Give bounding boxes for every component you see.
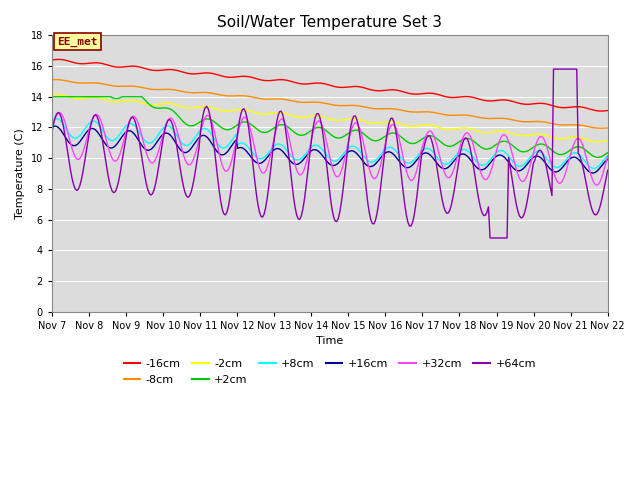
-2cm [52,91,60,97]
+64cm [214,175,221,180]
+32cm [234,131,241,137]
Line: +16cm: +16cm [52,126,608,173]
+32cm [243,117,251,122]
Line: +32cm: +32cm [52,112,608,185]
+16cm [234,145,241,151]
+64cm [291,204,299,210]
+2cm [291,130,299,136]
+64cm [116,171,124,177]
+2cm [242,119,250,125]
+64cm [486,235,494,241]
-2cm [118,98,125,104]
-16cm [243,73,251,79]
+2cm [604,150,612,156]
-2cm [604,138,612,144]
Line: +64cm: +64cm [52,69,608,238]
+8cm [292,157,300,163]
+2cm [48,94,56,100]
+64cm [242,109,250,115]
+32cm [48,125,56,131]
-16cm [48,57,56,63]
-2cm [215,107,223,113]
Line: +8cm: +8cm [52,119,608,168]
+2cm [595,155,602,160]
Line: +2cm: +2cm [52,97,608,157]
-2cm [575,134,582,140]
-2cm [234,107,241,113]
+32cm [575,135,582,141]
-16cm [604,108,612,113]
+16cm [51,123,59,129]
+16cm [588,170,596,176]
-8cm [292,99,300,105]
-16cm [234,74,241,80]
+8cm [243,143,251,149]
+64cm [576,153,584,159]
+64cm [232,142,240,148]
+8cm [118,129,125,134]
+32cm [215,151,223,156]
Text: EE_met: EE_met [58,36,98,47]
+8cm [48,118,56,124]
+32cm [56,109,63,115]
+16cm [604,156,612,162]
+32cm [604,153,612,159]
+32cm [292,167,300,172]
-16cm [292,80,300,86]
+8cm [575,151,582,156]
+2cm [573,144,580,150]
+64cm [550,66,557,72]
+8cm [52,116,60,121]
-16cm [54,57,62,62]
-8cm [598,125,605,131]
+64cm [604,168,612,173]
-8cm [48,77,56,83]
+8cm [604,153,612,158]
-2cm [593,139,601,145]
Line: -8cm: -8cm [52,80,608,128]
+16cm [215,151,223,156]
X-axis label: Time: Time [316,336,344,346]
+2cm [214,121,221,127]
+16cm [575,156,582,162]
+2cm [116,95,124,101]
-8cm [118,84,125,89]
+2cm [232,123,240,129]
-8cm [215,92,223,97]
-8cm [234,93,241,98]
Line: -16cm: -16cm [52,60,608,111]
+16cm [292,162,300,168]
-16cm [598,108,605,114]
-8cm [604,125,612,131]
+32cm [118,146,125,152]
-2cm [243,107,251,113]
-2cm [48,92,56,97]
-8cm [51,77,59,83]
+8cm [215,143,223,148]
+8cm [590,166,598,171]
-8cm [575,122,582,128]
-16cm [118,64,125,70]
-16cm [575,104,582,109]
+64cm [48,129,56,135]
-8cm [243,93,251,99]
+8cm [234,142,241,147]
Legend: -16cm, -8cm, -2cm, +2cm, +8cm, +16cm, +32cm, +64cm: -16cm, -8cm, -2cm, +2cm, +8cm, +16cm, +3… [119,355,540,389]
Title: Soil/Water Temperature Set 3: Soil/Water Temperature Set 3 [218,15,442,30]
+32cm [593,182,601,188]
+16cm [118,134,125,140]
+16cm [243,149,251,155]
Line: -2cm: -2cm [52,94,608,142]
+16cm [48,124,56,130]
Y-axis label: Temperature (C): Temperature (C) [15,128,25,219]
-16cm [215,72,223,78]
-2cm [292,114,300,120]
